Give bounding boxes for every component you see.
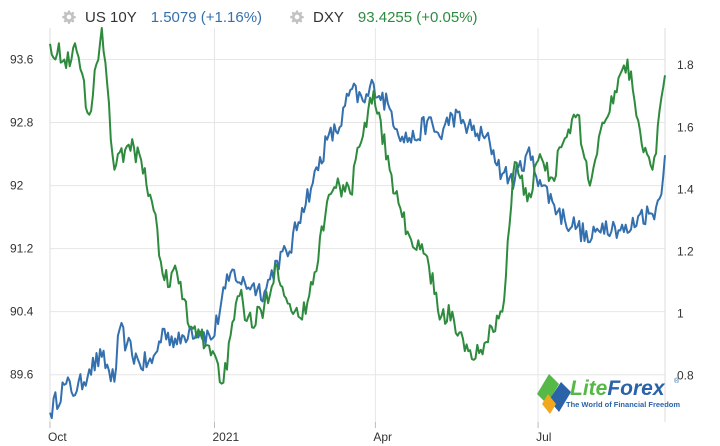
series-line-us10y: [49, 78, 666, 420]
x-tick-label: Apr: [373, 430, 392, 444]
legend-us10y-value: 1.5079 (+1.16%): [150, 8, 263, 26]
liteforex-logo-mark: [537, 374, 571, 414]
right-axis-ticks: 1.8 1.6 1.4 1.2 1 0.8: [677, 58, 694, 382]
legend-item-dxy[interactable]: DXY 93.4255 (+0.05%): [290, 9, 478, 26]
series-lines: [49, 27, 666, 420]
liteforex-logo-wordmark: LiteForex: [570, 377, 666, 400]
legend-item-us10y[interactable]: US 10Y 1.5079 (+1.16%): [62, 9, 262, 26]
y-right-tick-label: 1.2: [677, 244, 694, 258]
legend-us10y-name: US 10Y: [85, 8, 137, 26]
chart-legend: US 10Y 1.5079 (+1.16%) DXY 93.4255 (+0.0…: [62, 6, 506, 28]
x-tick-label: 2021: [212, 430, 239, 444]
y-left-tick-label: 92.8: [10, 116, 34, 130]
y-right-tick-label: 1.8: [677, 58, 694, 72]
liteforex-logo-tagline: The World of Financial Freedom: [566, 400, 680, 409]
legend-dxy-value: 93.4255 (+0.05%): [357, 8, 478, 26]
liteforex-logo: LiteForex ® The World of Financial Freed…: [537, 374, 680, 414]
x-axis-ticks: Oct 2021 Apr Jul: [48, 430, 551, 444]
y-right-tick-label: 1.6: [677, 120, 694, 134]
y-left-tick-label: 92: [10, 179, 24, 193]
series-line-dxy: [49, 27, 666, 385]
y-left-tick-label: 91.2: [10, 242, 34, 256]
y-right-tick-label: 0.8: [677, 368, 694, 382]
x-tick-label: Oct: [48, 430, 67, 444]
y-right-tick-label: 1: [677, 306, 684, 320]
y-left-tick-label: 93.6: [10, 53, 34, 67]
legend-dxy-name: DXY: [313, 8, 344, 26]
y-left-tick-label: 90.4: [10, 305, 34, 319]
y-left-tick-label: 89.6: [10, 368, 34, 382]
left-axis-ticks: 93.6 92.8 92 91.2 90.4 89.6: [10, 53, 34, 382]
x-tick-label: Jul: [536, 430, 551, 444]
liteforex-logo-registered: ®: [674, 377, 680, 385]
chart-grid: [49, 28, 666, 428]
y-right-tick-label: 1.4: [677, 182, 694, 196]
gear-icon[interactable]: [62, 10, 76, 24]
gear-icon[interactable]: [290, 10, 304, 24]
